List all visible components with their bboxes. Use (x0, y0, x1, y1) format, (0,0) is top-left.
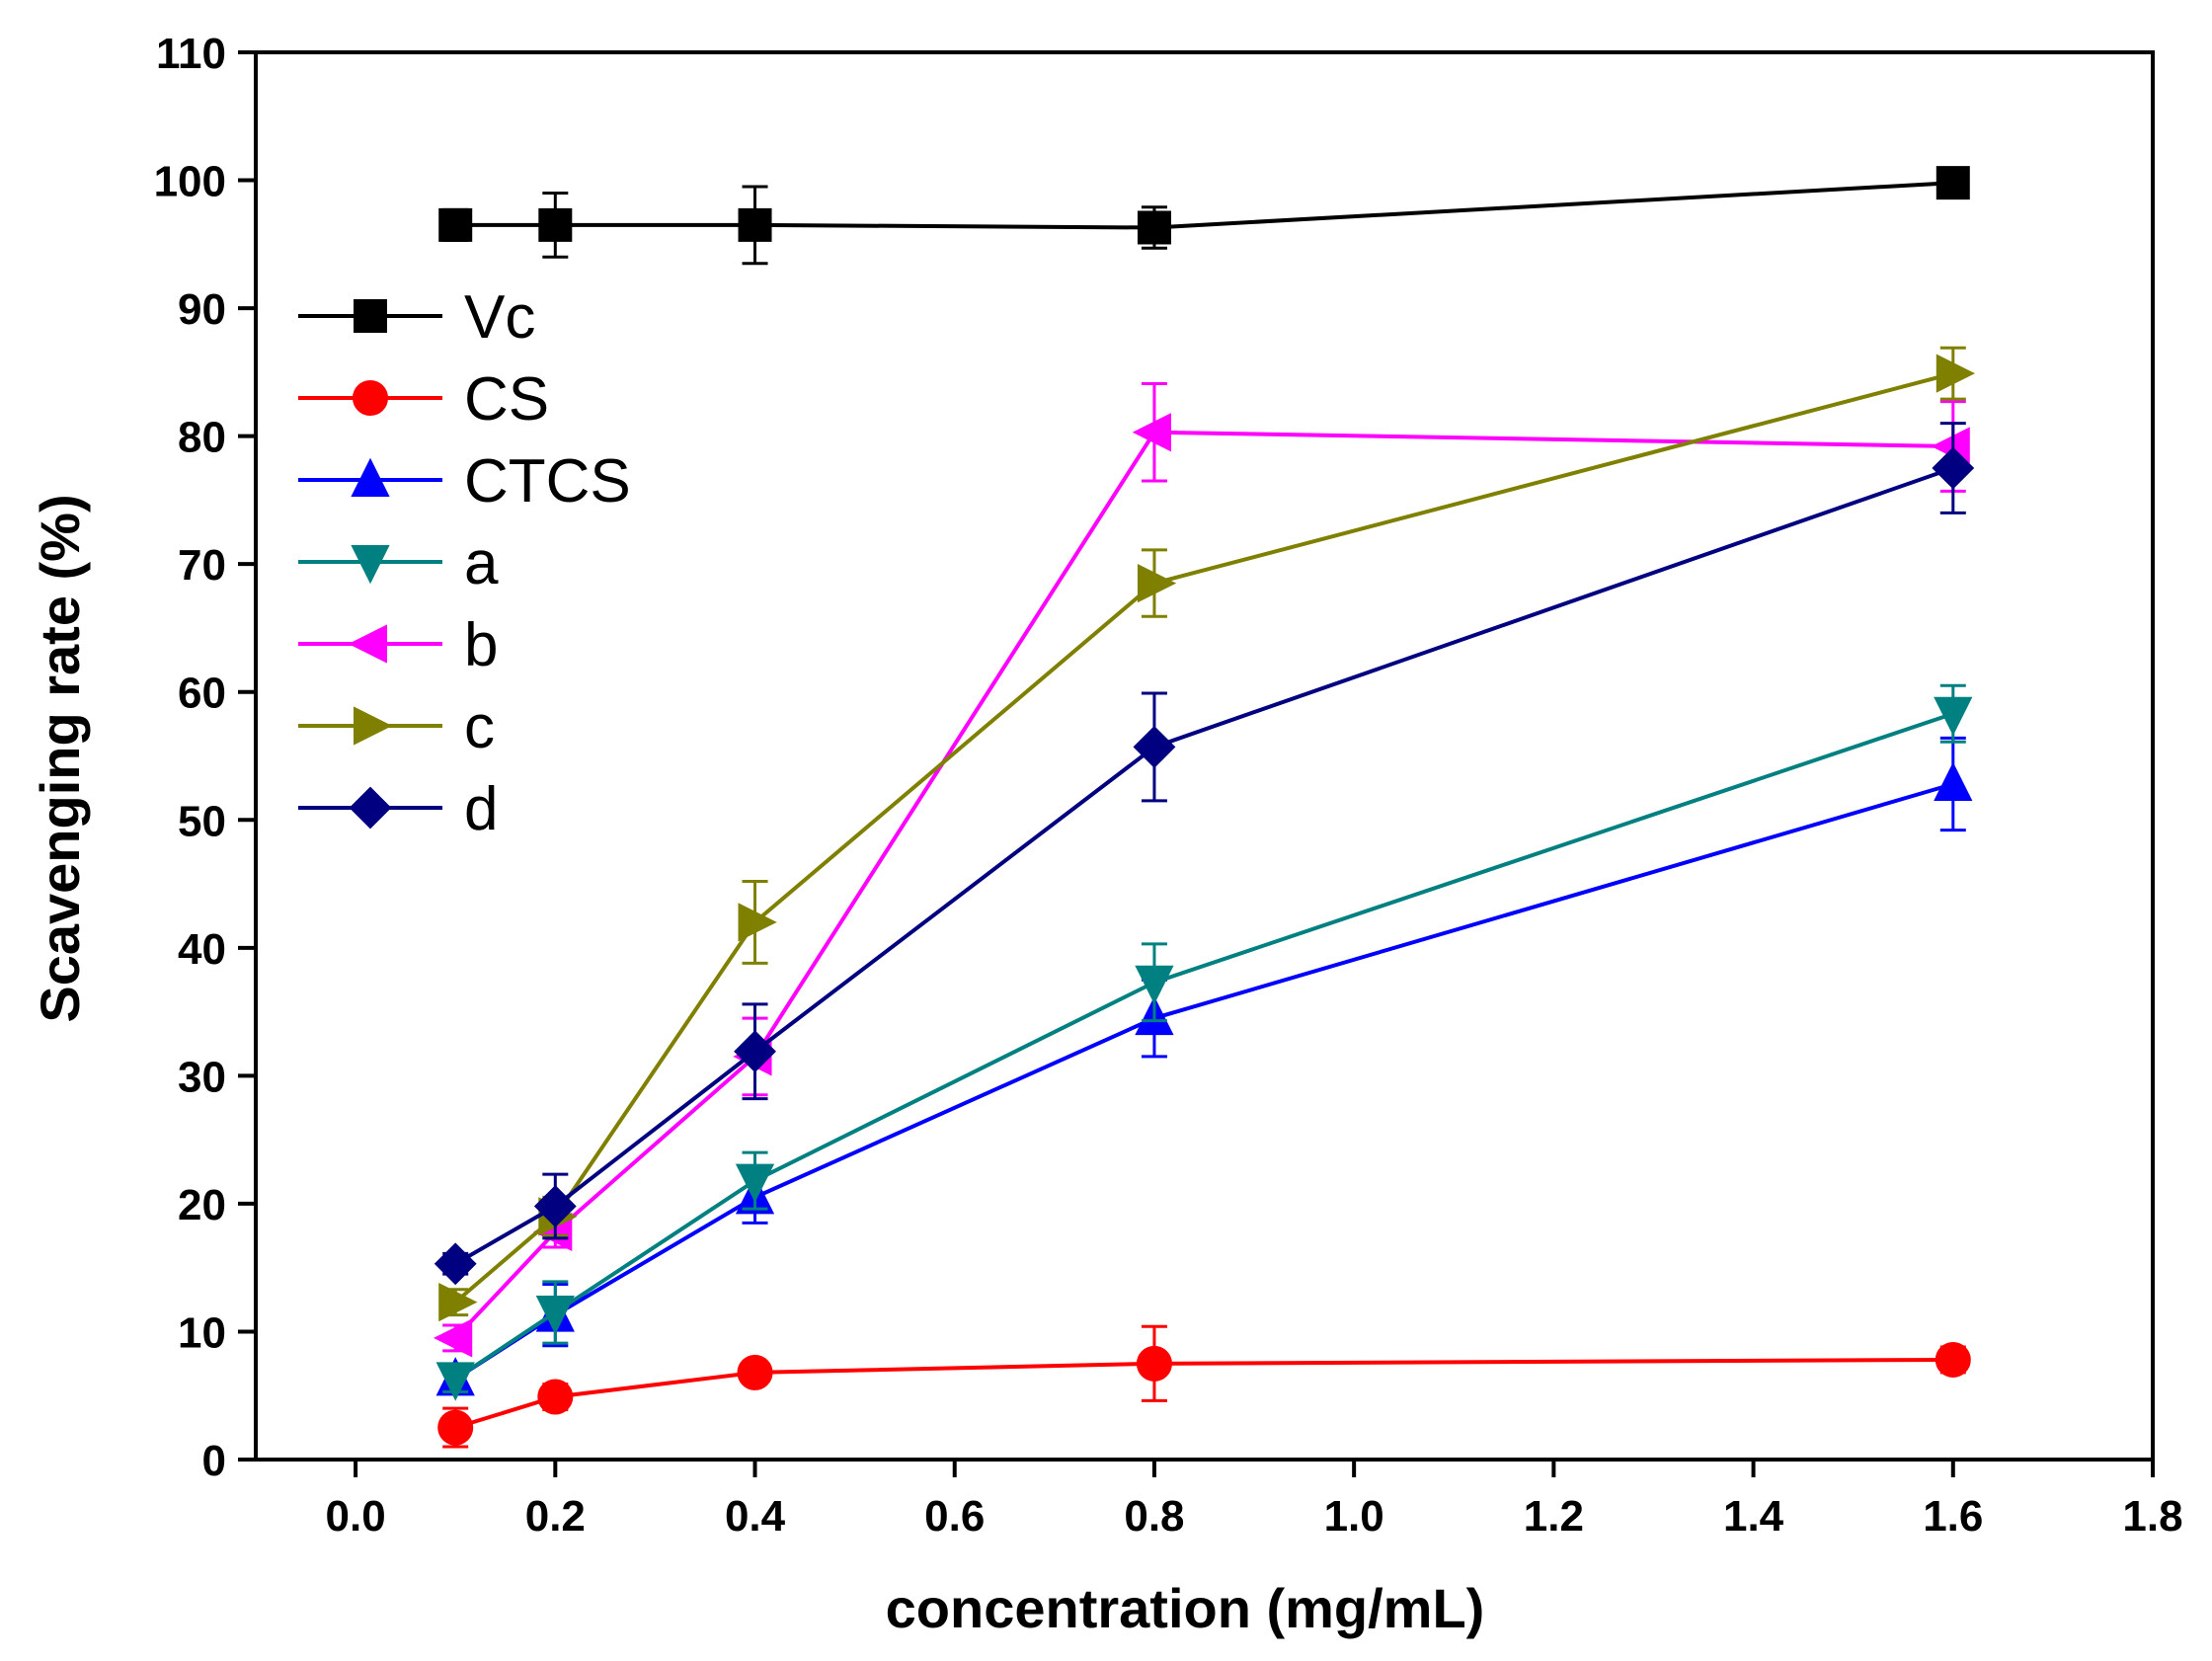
y-axis: 0 10 20 30 40 50 60 70 80 90 100 110 (154, 30, 256, 1485)
data-point (1932, 446, 1975, 490)
legend-marker (348, 624, 387, 664)
legend-item-d: d (298, 775, 498, 843)
series-c (438, 346, 1976, 1322)
series-line-a (454, 711, 1954, 1382)
legend-label: a (464, 529, 499, 597)
data-point (1137, 563, 1177, 603)
data-point (1936, 354, 1976, 393)
x-tick-label: 1.6 (1923, 1492, 1983, 1541)
x-tick-label: 1.2 (1524, 1492, 1584, 1541)
series-layer (433, 166, 1976, 1449)
data-point (735, 1163, 775, 1203)
data-point (738, 903, 777, 942)
y-tick-label: 30 (178, 1053, 226, 1101)
data-point (1935, 1341, 1971, 1378)
legend-item-vc: Vc (298, 283, 535, 352)
plot-frame (254, 50, 2155, 1462)
series-vc (438, 166, 1970, 266)
legend-item-cs: CS (298, 365, 549, 434)
y-tick-label: 80 (178, 414, 226, 462)
data-point (1135, 965, 1174, 1005)
legend-marker (351, 457, 390, 497)
legend-label: CS (464, 365, 549, 434)
data-point (738, 207, 772, 242)
data-point (1137, 210, 1171, 245)
x-tick-label: 0.0 (326, 1492, 386, 1541)
series-line-ctcs (454, 782, 1954, 1382)
x-tick-label: 0.8 (1124, 1492, 1184, 1541)
legend-marker (354, 706, 393, 746)
legend-item-b: b (298, 611, 498, 679)
x-tick-label: 0.6 (924, 1492, 985, 1541)
series-line-vc (455, 181, 1953, 230)
y-tick-label: 50 (178, 797, 226, 845)
series-a (435, 683, 1973, 1401)
y-tick-label: 90 (178, 285, 226, 334)
series-ctcs (435, 736, 1973, 1396)
legend-item-a: a (298, 529, 499, 597)
y-tick-label: 60 (178, 670, 226, 718)
data-point (433, 1318, 473, 1358)
x-axis-title: concentration (mg/mL) (886, 1577, 1485, 1639)
y-tick-label: 40 (178, 925, 226, 974)
legend-marker (351, 545, 390, 585)
y-axis-title: Scavenging rate (%) (29, 494, 91, 1022)
y-tick-label: 110 (156, 30, 226, 78)
series-b (433, 382, 1970, 1358)
data-point (1132, 413, 1171, 452)
x-tick-label: 1.4 (1723, 1492, 1784, 1541)
data-point (537, 1379, 574, 1415)
data-point (737, 1354, 773, 1390)
data-point (434, 1242, 477, 1286)
legend-marker (353, 380, 388, 416)
data-point (1934, 696, 1973, 736)
x-tick-label: 1.8 (2122, 1492, 2182, 1541)
x-tick-label: 0.2 (525, 1492, 586, 1541)
data-point (734, 1030, 776, 1073)
x-tick-label: 1.0 (1324, 1492, 1384, 1541)
legend-item-c: c (298, 693, 495, 761)
data-point (438, 1283, 478, 1322)
x-tick-label: 0.4 (725, 1492, 786, 1541)
y-tick-label: 70 (178, 541, 226, 590)
legend-label: b (464, 611, 498, 679)
y-tick-label: 20 (178, 1181, 226, 1229)
data-point (1934, 761, 1973, 801)
legend-label: Vc (464, 283, 535, 352)
legend-marker (354, 299, 387, 333)
series-line-c (453, 371, 1954, 1305)
data-point (1936, 166, 1970, 200)
data-point (438, 207, 473, 242)
data-point (1133, 726, 1176, 768)
data-point (1136, 1345, 1172, 1382)
legend-label: c (464, 693, 495, 761)
data-point (535, 1296, 575, 1335)
data-point (437, 1409, 474, 1446)
legend-label: CTCS (464, 447, 631, 515)
series-cs (437, 1324, 1971, 1449)
legend-item-ctcs: CTCS (298, 447, 631, 515)
legend-label: d (464, 775, 498, 843)
series-d (434, 422, 1975, 1286)
legend-marker (349, 786, 392, 830)
data-point (435, 1362, 475, 1401)
data-point (533, 1185, 577, 1227)
y-tick-label: 100 (154, 158, 226, 206)
y-tick-label: 0 (202, 1437, 226, 1485)
x-axis: 0.0 0.2 0.4 0.6 0.8 1.0 1.2 1.4 1.6 1.8 (326, 1460, 2183, 1541)
y-tick-label: 10 (178, 1308, 226, 1357)
data-point (538, 207, 573, 242)
series-line-d (454, 466, 1954, 1266)
series-line-cs (454, 1357, 1953, 1430)
